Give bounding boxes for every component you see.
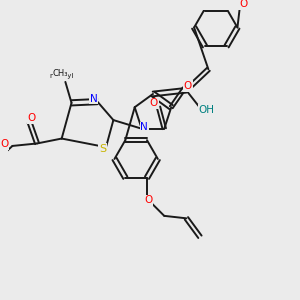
- Text: methyl: methyl: [49, 73, 74, 79]
- Text: O: O: [239, 0, 247, 9]
- Text: CH₃: CH₃: [53, 69, 68, 78]
- Text: O: O: [184, 81, 192, 91]
- Text: S: S: [99, 144, 106, 154]
- Text: O: O: [150, 98, 158, 109]
- Text: O: O: [1, 139, 9, 149]
- Text: N: N: [90, 94, 98, 104]
- Text: OH: OH: [198, 105, 214, 115]
- Text: O: O: [27, 113, 35, 124]
- Text: O: O: [145, 195, 153, 206]
- Text: N: N: [140, 122, 148, 132]
